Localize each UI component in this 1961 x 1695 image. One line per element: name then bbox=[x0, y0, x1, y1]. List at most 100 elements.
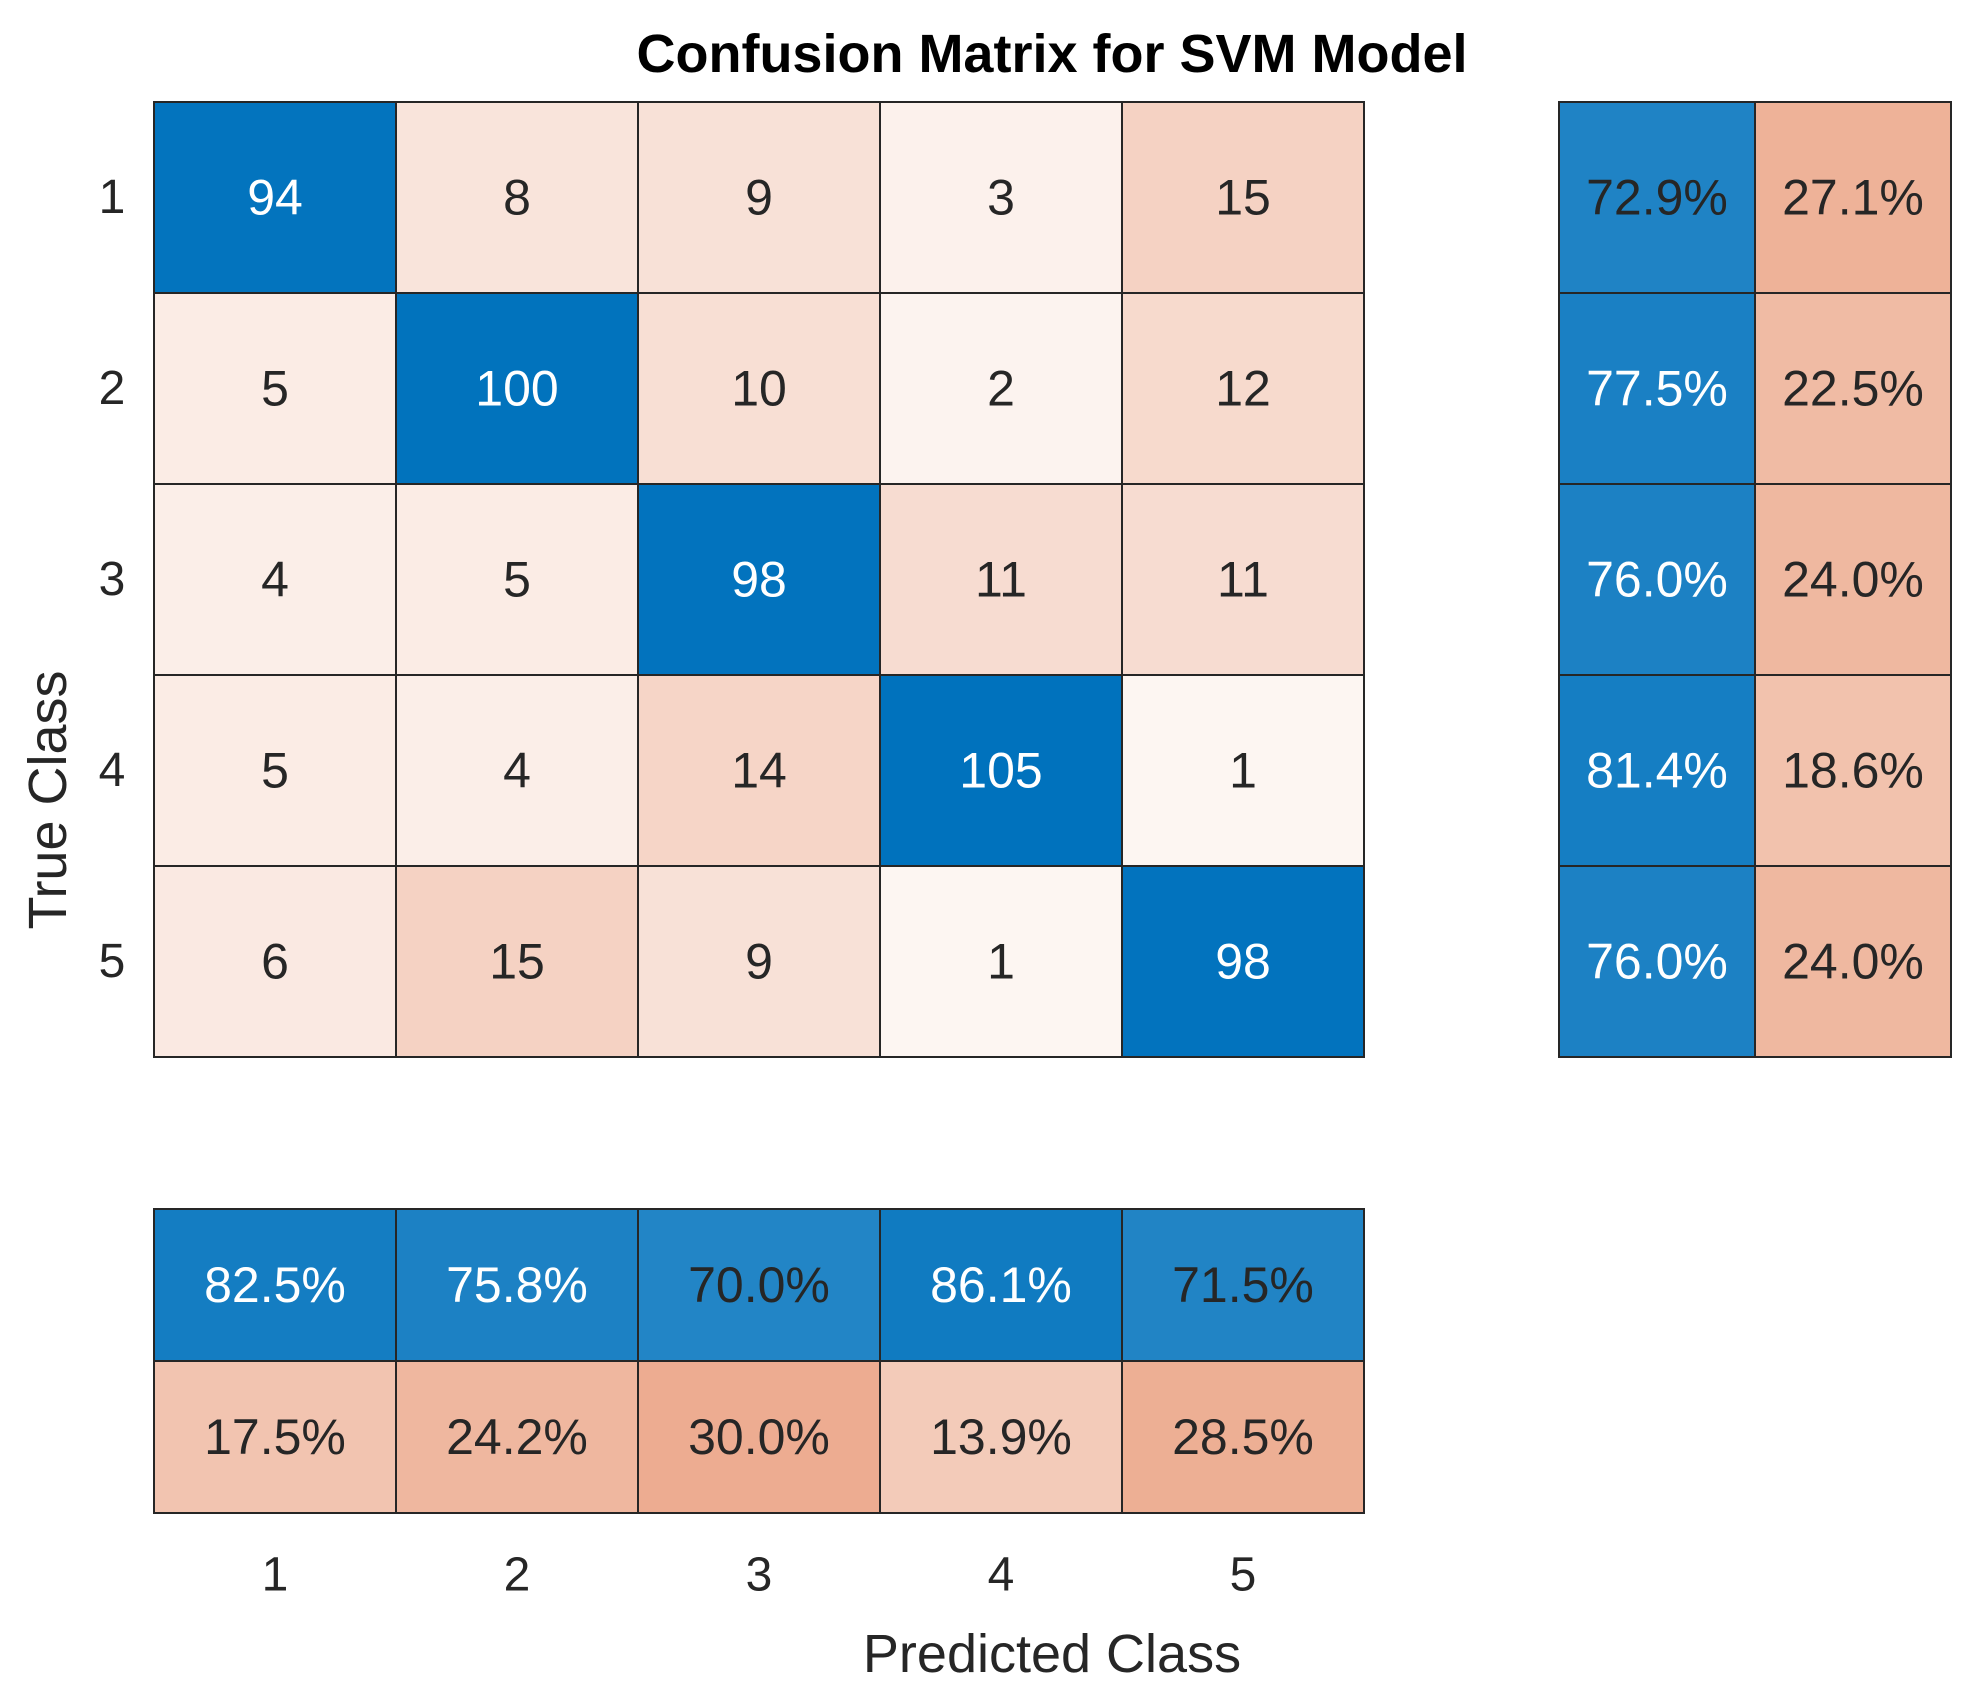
column-summary-incorrect-2 bbox=[395, 1360, 639, 1514]
matrix-cell-value-1-1: 94 bbox=[247, 170, 303, 226]
y-tick-label-4: 4 bbox=[99, 744, 126, 797]
row-summary-grid: 72.9% 27.1% 77.5% 22.5% 76.0% 24.0% 81.4% 18.6%… bbox=[1558, 101, 1952, 1058]
row-summary-incorrect-3 bbox=[1754, 483, 1952, 676]
matrix-cell-4-5 bbox=[1121, 674, 1365, 867]
matrix-cell-value-2-3: 10 bbox=[731, 361, 787, 417]
row-summary-incorrect-value-3: 24.0% bbox=[1782, 552, 1924, 608]
y-tick-label-5: 5 bbox=[99, 935, 126, 988]
matrix-cell-1-1 bbox=[153, 101, 397, 294]
confusion-matrix-grid: 94 8 9 3 15 5 100 10 2 12 4 5 98 11 11 5 4 14 105 1 6 15 9 1 98 bbox=[153, 101, 1365, 1058]
matrix-cell-5-1 bbox=[153, 865, 397, 1058]
matrix-cell-value-2-4: 2 bbox=[987, 361, 1015, 417]
column-summary-grid: 82.5% 75.8% 70.0% 86.1% 71.5% 17.5% 24.2% 30.0%… bbox=[153, 1208, 1365, 1514]
x-tick-label-2: 2 bbox=[504, 1549, 531, 1602]
matrix-cell-4-3 bbox=[637, 674, 881, 867]
column-summary-incorrect-3 bbox=[637, 1360, 881, 1514]
matrix-cell-value-1-3: 9 bbox=[745, 170, 773, 226]
column-summary-correct-value-4: 86.1% bbox=[930, 1257, 1072, 1313]
column-summary-incorrect-5 bbox=[1121, 1360, 1365, 1514]
x-tick-labels: 1 2 3 4 5 bbox=[262, 1549, 1257, 1602]
matrix-cell-value-5-5: 98 bbox=[1215, 934, 1271, 990]
row-summary-correct-value-5: 76.0% bbox=[1586, 934, 1728, 990]
matrix-cell-value-3-5: 11 bbox=[1217, 552, 1269, 608]
matrix-cell-value-3-1: 4 bbox=[261, 552, 289, 608]
matrix-cell-5-5 bbox=[1121, 865, 1365, 1058]
row-summary-correct-2 bbox=[1558, 292, 1756, 485]
x-tick-label-5: 5 bbox=[1230, 1549, 1257, 1602]
matrix-cell-value-3-2: 5 bbox=[503, 552, 531, 608]
column-summary-correct-1 bbox=[153, 1208, 397, 1362]
row-summary-incorrect-value-2: 22.5% bbox=[1782, 361, 1924, 417]
x-axis-label: Predicted Class bbox=[863, 1624, 1241, 1684]
column-summary-correct-5 bbox=[1121, 1208, 1365, 1362]
column-summary-correct-value-5: 71.5% bbox=[1172, 1257, 1314, 1313]
matrix-cell-value-5-2: 15 bbox=[489, 934, 545, 990]
x-tick-label-4: 4 bbox=[988, 1549, 1015, 1602]
column-summary-correct-4 bbox=[879, 1208, 1123, 1362]
matrix-cell-value-2-2: 100 bbox=[475, 361, 558, 417]
matrix-cell-2-1 bbox=[153, 292, 397, 485]
column-summary-incorrect-value-3: 30.0% bbox=[688, 1409, 830, 1465]
matrix-cell-5-2 bbox=[395, 865, 639, 1058]
row-summary-incorrect-5 bbox=[1754, 865, 1952, 1058]
matrix-cell-value-3-3: 98 bbox=[731, 552, 787, 608]
matrix-cell-3-5 bbox=[1121, 483, 1365, 676]
matrix-cell-value-2-5: 12 bbox=[1215, 361, 1271, 417]
row-summary-correct-value-1: 72.9% bbox=[1586, 170, 1728, 226]
matrix-cell-value-5-3: 9 bbox=[745, 934, 773, 990]
matrix-cell-value-4-5: 1 bbox=[1229, 743, 1257, 799]
column-summary-incorrect-1 bbox=[153, 1360, 397, 1514]
row-summary-correct-value-4: 81.4% bbox=[1586, 743, 1728, 799]
column-summary-incorrect-value-4: 13.9% bbox=[930, 1409, 1072, 1465]
row-summary-incorrect-1 bbox=[1754, 101, 1952, 294]
matrix-cell-2-5 bbox=[1121, 292, 1365, 485]
matrix-cell-5-3 bbox=[637, 865, 881, 1058]
row-summary-incorrect-value-5: 24.0% bbox=[1782, 934, 1924, 990]
matrix-cell-4-4 bbox=[879, 674, 1123, 867]
column-summary-correct-3 bbox=[637, 1208, 881, 1362]
x-tick-label-3: 3 bbox=[746, 1549, 773, 1602]
matrix-cell-4-2 bbox=[395, 674, 639, 867]
y-axis-label: True Class bbox=[18, 670, 78, 929]
row-summary-incorrect-2 bbox=[1754, 292, 1952, 485]
y-tick-label-3: 3 bbox=[99, 553, 126, 606]
matrix-cell-3-3 bbox=[637, 483, 881, 676]
row-summary-correct-value-3: 76.0% bbox=[1586, 552, 1728, 608]
row-summary-correct-value-2: 77.5% bbox=[1586, 361, 1728, 417]
matrix-cell-1-3 bbox=[637, 101, 881, 294]
matrix-cell-2-3 bbox=[637, 292, 881, 485]
column-summary-incorrect-value-2: 24.2% bbox=[446, 1409, 588, 1465]
matrix-cell-value-1-4: 3 bbox=[987, 170, 1015, 226]
row-summary-incorrect-value-1: 27.1% bbox=[1782, 170, 1924, 226]
matrix-cell-value-4-2: 4 bbox=[503, 743, 531, 799]
x-tick-label-1: 1 bbox=[262, 1549, 289, 1602]
matrix-cell-1-2 bbox=[395, 101, 639, 294]
column-summary-correct-value-3: 70.0% bbox=[688, 1257, 830, 1313]
matrix-cell-value-5-4: 1 bbox=[987, 934, 1015, 990]
chart-title: Confusion Matrix for SVM Model bbox=[637, 24, 1468, 84]
matrix-cell-value-5-1: 6 bbox=[261, 934, 289, 990]
matrix-cell-4-1 bbox=[153, 674, 397, 867]
matrix-cell-3-2 bbox=[395, 483, 639, 676]
matrix-cell-value-3-4: 11 bbox=[975, 552, 1027, 608]
column-summary-correct-2 bbox=[395, 1208, 639, 1362]
matrix-cell-value-1-2: 8 bbox=[503, 170, 531, 226]
row-summary-incorrect-value-4: 18.6% bbox=[1782, 743, 1924, 799]
matrix-cell-1-4 bbox=[879, 101, 1123, 294]
column-summary-incorrect-value-5: 28.5% bbox=[1172, 1409, 1314, 1465]
matrix-cell-value-2-1: 5 bbox=[261, 361, 289, 417]
row-summary-incorrect-4 bbox=[1754, 674, 1952, 867]
matrix-cell-3-4 bbox=[879, 483, 1123, 676]
y-tick-label-1: 1 bbox=[99, 171, 126, 224]
matrix-cell-value-4-4: 105 bbox=[959, 743, 1042, 799]
row-summary-correct-5 bbox=[1558, 865, 1756, 1058]
column-summary-incorrect-value-1: 17.5% bbox=[204, 1409, 346, 1465]
y-tick-labels: 1 2 3 4 5 bbox=[99, 171, 126, 988]
matrix-cell-value-1-5: 15 bbox=[1215, 170, 1271, 226]
matrix-cell-1-5 bbox=[1121, 101, 1365, 294]
column-summary-correct-value-1: 82.5% bbox=[204, 1257, 346, 1313]
matrix-cell-value-4-3: 14 bbox=[731, 743, 787, 799]
matrix-cell-value-4-1: 5 bbox=[261, 743, 289, 799]
column-summary-correct-value-2: 75.8% bbox=[446, 1257, 588, 1313]
